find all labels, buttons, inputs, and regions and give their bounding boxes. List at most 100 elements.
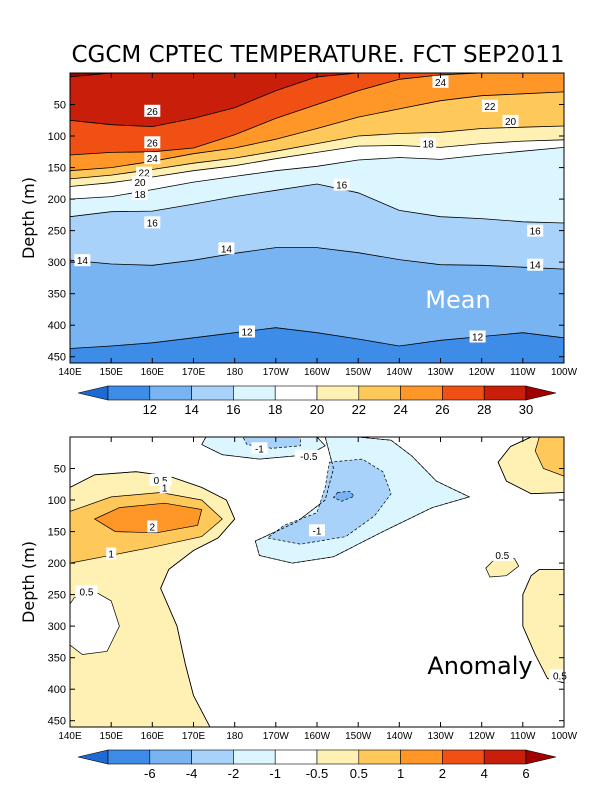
anomaly-contour-1	[254, 437, 471, 564]
contour-label-text: 0.5	[495, 551, 509, 562]
contour-label-text: 12	[241, 328, 253, 339]
anomaly-y-axis-label: Depth (m)	[19, 541, 38, 623]
contour-line-22	[70, 125, 564, 180]
contour-label-bg	[420, 137, 437, 150]
contour-line-14	[70, 247, 564, 270]
colorbar-swatch-1	[149, 749, 192, 765]
colorbar-arrow-high	[525, 385, 557, 401]
contour-label-text: 24	[435, 78, 447, 89]
contour-line-16	[70, 183, 564, 224]
chart-title: CGCM CPTEC TEMPERATURE. FCT SEP2011	[71, 42, 564, 68]
colorbar-tick-label: 28	[477, 402, 491, 417]
anomaly-panel: 0.5 1 2 1 0.5 -1 -0.5 -1 0.5 0.5 Anomaly 140E 150E…	[19, 436, 578, 781]
x-tick-label: 180	[226, 731, 243, 742]
contour-label-text: -0.5	[300, 452, 318, 463]
colorbar-tick-label: -1	[269, 766, 281, 781]
contour-label-bg	[74, 254, 91, 267]
y-tick-label: 300	[48, 621, 66, 633]
y-tick-label: 200	[48, 558, 66, 570]
contour-label-text: 16	[530, 227, 542, 238]
contour-label-bg	[132, 188, 148, 200]
anomaly-axes: 140E 150E 160E 170E 180 170W 160W 150W 140W 130W 1…	[48, 437, 578, 742]
anomaly-region-10	[534, 437, 564, 477]
colorbar-swatch-1	[149, 385, 192, 401]
contour-label-text: -1	[313, 526, 322, 537]
contour-label-text: 0.5	[553, 671, 567, 682]
contour-label-8: 14	[218, 242, 235, 255]
contour-label-1: 26	[144, 136, 161, 149]
contour-label-bg	[469, 330, 486, 343]
anomaly-colorbar: -6 -4 -2 -1 -0.5 0.5 1 2 4 6	[77, 749, 557, 781]
band-fill-above-28	[70, 73, 564, 127]
anomaly-annotation: Anomaly	[427, 652, 532, 680]
contour-label-6: 16	[144, 216, 161, 229]
colorbar-tick-label: 22	[352, 402, 366, 417]
contour-label-bg	[75, 585, 98, 598]
contour-label-12: 22	[481, 99, 498, 113]
x-tick-label: 150E	[100, 367, 124, 378]
contour-label-text: 1	[108, 550, 114, 561]
anomaly-contour-labels: 0.51210.5-1-0.5-10.50.5	[75, 442, 571, 682]
contour-label-text: 12	[472, 333, 484, 344]
contour-label-text: 20	[134, 178, 146, 189]
contour-label-text: 14	[77, 256, 89, 267]
y-tick-label: 100	[48, 495, 66, 507]
x-tick-label: 150W	[345, 731, 372, 742]
x-tick-label: 100W	[551, 367, 578, 378]
mean-y-axis-label: Depth (m)	[19, 177, 38, 259]
contour-line-20	[70, 139, 564, 187]
contour-label-text: 26	[147, 138, 159, 149]
anomaly-contour-2	[70, 471, 236, 727]
contour-label-text: 14	[530, 261, 542, 272]
contour-label-bg	[491, 548, 514, 561]
contour-label-15: 14	[527, 258, 544, 272]
contour-label-bg	[548, 669, 571, 682]
contour-label-bg	[527, 224, 544, 237]
x-tick-label: 110W	[510, 367, 536, 378]
contour-label-text: 18	[134, 190, 146, 201]
mean-axes: 140E 150E 160E 170E 180 170W 160W 150W 140W 130W 1…	[48, 73, 578, 378]
contour-label-text: 0.5	[80, 588, 94, 599]
contour-label-bg	[251, 442, 268, 455]
contour-label-bg	[239, 325, 255, 338]
y-tick-label: 150	[48, 527, 66, 539]
y-tick-label: 300	[48, 257, 66, 269]
colorbar-tick-label: 24	[393, 402, 407, 417]
x-tick-label: 140W	[386, 367, 413, 378]
y-tick-label: 50	[54, 100, 66, 112]
contour-label-9: 16	[333, 178, 350, 192]
colorbar-arrow-high	[525, 749, 557, 765]
anomaly-contour-3	[497, 437, 564, 495]
x-tick-label: 140E	[58, 367, 82, 378]
colorbar-swatch-9	[483, 385, 527, 401]
contour-label-16: 12	[239, 325, 255, 339]
x-tick-label: 150E	[100, 731, 124, 742]
colorbar-tick-label: 12	[143, 402, 157, 417]
colorbar-swatch-6	[358, 749, 401, 765]
contour-label-text: 22	[484, 102, 496, 113]
contour-label-9: 0.5	[548, 669, 571, 682]
colorbar-tick-label: 16	[226, 402, 240, 417]
x-tick-label: 160W	[304, 367, 331, 378]
contour-label-bg	[218, 242, 235, 255]
contour-label-bg	[333, 178, 350, 191]
anomaly-region-8	[332, 490, 355, 502]
colorbar-tick-label: -6	[144, 766, 156, 781]
x-tick-label: 120W	[469, 367, 496, 378]
anomaly-region-3	[93, 502, 203, 534]
colorbar-swatch-5	[316, 749, 360, 765]
mean-annotation: Mean	[425, 286, 490, 314]
anomaly-region-1	[70, 591, 120, 655]
contour-label-bg	[144, 216, 161, 229]
colorbar-tick-label: 18	[268, 402, 282, 417]
contour-label-bg	[432, 75, 449, 88]
x-tick-label: 160E	[141, 731, 165, 742]
colorbar-tick-label: 4	[481, 766, 488, 781]
x-tick-label: 110W	[510, 731, 536, 742]
y-tick-label: 250	[48, 590, 66, 602]
contour-label-4: 0.5	[75, 585, 98, 599]
x-tick-label: 140W	[386, 731, 413, 742]
contour-label-13: 20	[502, 114, 519, 128]
colorbar-tick-label: 26	[435, 402, 449, 417]
x-tick-label: 150W	[345, 367, 372, 378]
